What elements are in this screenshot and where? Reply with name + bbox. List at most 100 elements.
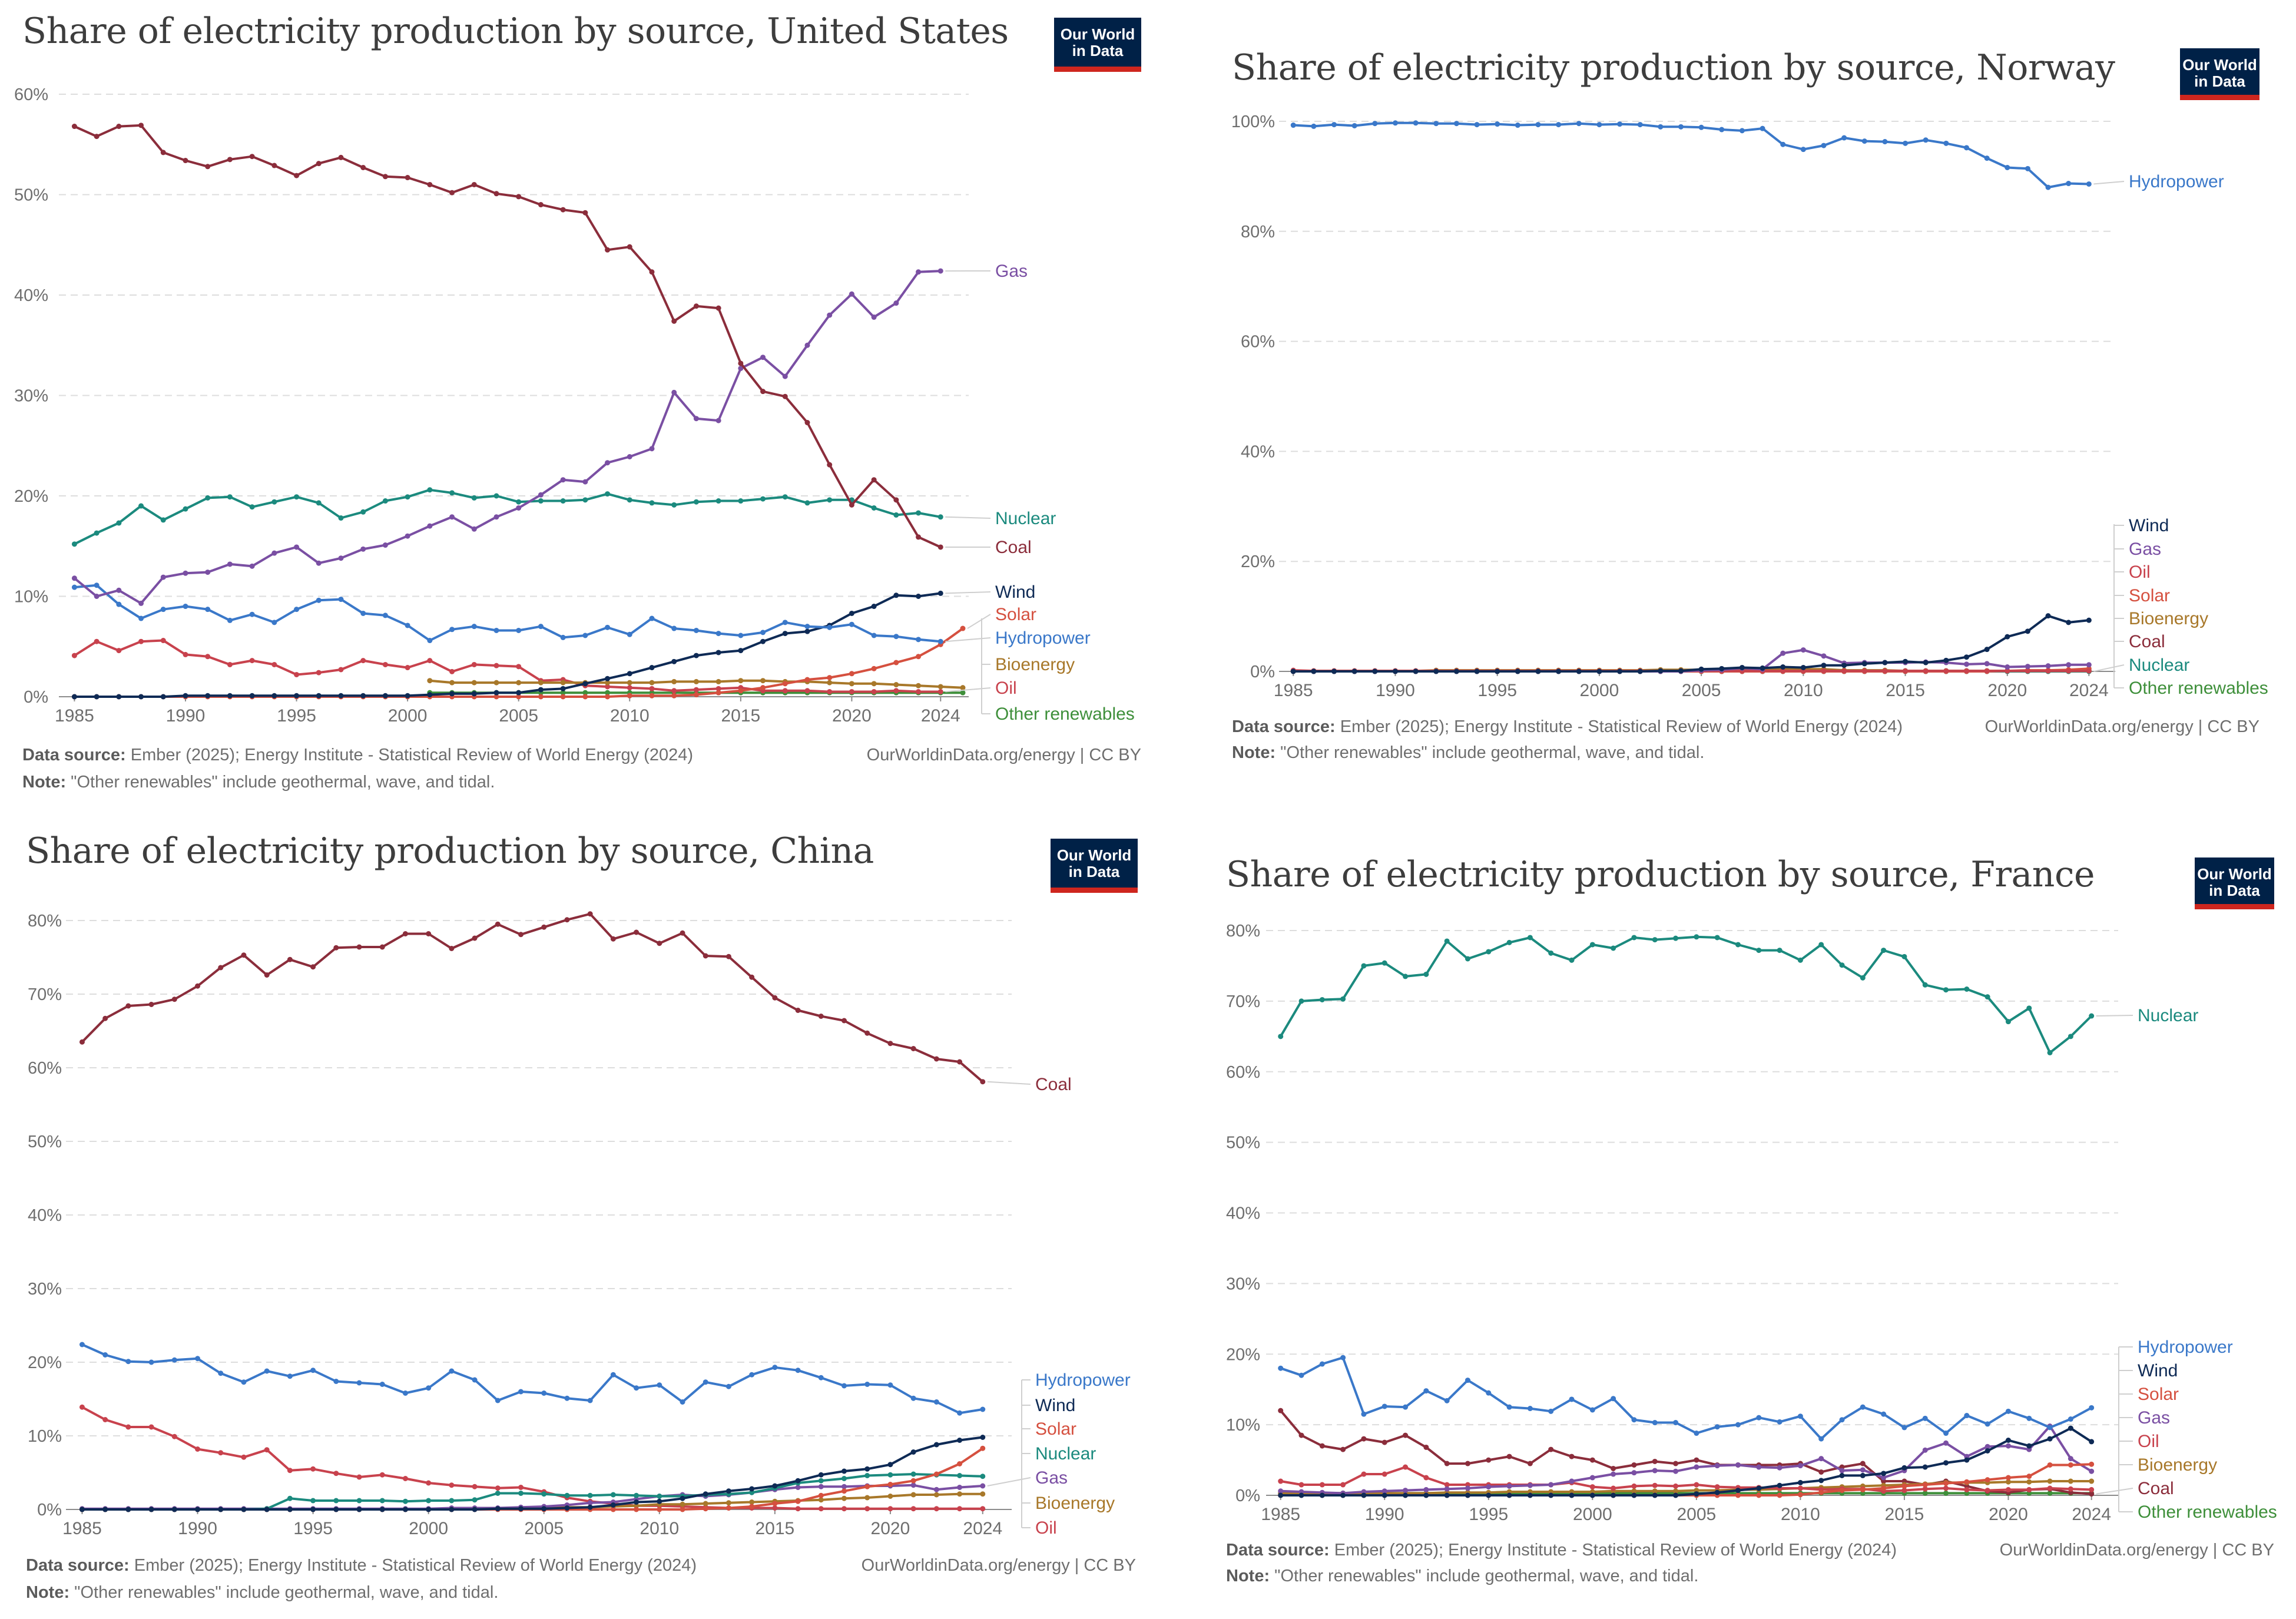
data-point-hydropower — [1423, 1388, 1429, 1394]
data-point-wind — [148, 1507, 154, 1512]
data-point-gas — [841, 1484, 847, 1489]
data-point-gas — [671, 389, 677, 395]
data-point-coal — [649, 269, 655, 275]
data-point-nuclear — [427, 487, 433, 493]
data-point-bioenergy — [2089, 1478, 2095, 1484]
data-point-oil — [1923, 668, 1929, 674]
data-point-hydropower — [795, 1368, 801, 1373]
data-point-hydropower — [2066, 181, 2072, 187]
data-point-oil — [405, 665, 410, 671]
data-point-hydropower — [218, 1370, 224, 1376]
data-point-nuclear — [671, 502, 677, 508]
data-point-wind — [493, 690, 499, 696]
data-point-coal — [310, 964, 316, 970]
data-point-gas — [1569, 1478, 1575, 1484]
data-point-bioenergy — [849, 681, 854, 687]
data-point-wind — [1617, 668, 1623, 674]
data-point-wind — [1340, 1492, 1346, 1498]
data-point-hydropower — [871, 633, 877, 638]
data-point-wind — [1839, 1472, 1845, 1478]
data-point-gas — [1797, 1463, 1803, 1469]
data-point-nuclear — [518, 1491, 524, 1496]
data-point-gas — [1631, 1470, 1637, 1476]
data-point-wind — [1943, 1460, 1949, 1466]
data-point-nuclear — [827, 497, 833, 503]
data-point-hydropower — [1444, 1398, 1450, 1403]
data-point-gas — [1652, 1468, 1658, 1474]
data-point-nuclear — [402, 1498, 408, 1504]
series-label-nuclear: Nuclear — [2138, 1006, 2198, 1025]
y-tick-label: 40% — [14, 286, 48, 305]
data-point-wind — [693, 653, 699, 658]
data-point-wind — [287, 1507, 293, 1512]
data-point-gas — [2005, 1443, 2011, 1449]
data-point-hydropower — [1495, 121, 1500, 127]
series-label-gas: Gas — [2138, 1408, 2170, 1428]
data-point-hydropower — [1698, 124, 1704, 130]
data-point-nuclear — [1901, 953, 1907, 959]
series-label-nuclear: Nuclear — [2129, 655, 2189, 675]
data-point-wind — [205, 693, 211, 698]
data-point-bioenergy — [605, 680, 611, 686]
data-point-nuclear — [2026, 1005, 2032, 1011]
data-point-hydropower — [449, 627, 455, 633]
owid-credit-link[interactable]: OurWorldinData.org/energy | CC BY — [861, 1556, 1136, 1575]
data-point-hydropower — [605, 624, 611, 630]
data-point-bioenergy — [2047, 1478, 2053, 1484]
data-point-coal — [693, 303, 699, 309]
data-point-solar — [772, 1501, 778, 1507]
x-tick-label: 2010 — [1784, 681, 1823, 700]
data-point-hydropower — [148, 1359, 154, 1365]
data-point-gas — [1800, 647, 1806, 653]
data-point-nuclear — [587, 1492, 593, 1498]
data-point-other-renewables — [1943, 1490, 1949, 1496]
data-point-hydropower — [1923, 137, 1929, 143]
logo-line-2: in Data — [1072, 42, 1124, 59]
data-point-hydropower — [916, 637, 922, 643]
y-tick-label: 0% — [24, 688, 48, 707]
data-point-nuclear — [183, 506, 188, 512]
data-point-nuclear — [360, 509, 366, 515]
data-point-coal — [910, 1046, 916, 1051]
data-point-nuclear — [205, 495, 211, 501]
data-point-oil — [772, 1505, 778, 1511]
series-label-solar: Solar — [1035, 1419, 1076, 1439]
data-point-wind — [1453, 668, 1459, 674]
data-point-oil — [287, 1468, 293, 1474]
data-point-oil — [1943, 668, 1949, 674]
data-point-coal — [772, 995, 778, 1001]
data-point-bioenergy — [449, 680, 455, 686]
data-point-wind — [841, 1468, 847, 1474]
data-point-gas — [1673, 1468, 1679, 1474]
data-point-nuclear — [760, 496, 766, 502]
data-point-coal — [148, 1002, 154, 1007]
owid-credit-link[interactable]: OurWorldinData.org/energy | CC BY — [1984, 717, 2259, 736]
data-point-nuclear — [271, 499, 277, 505]
data-point-gas — [382, 542, 388, 548]
data-point-wind — [738, 648, 744, 654]
data-point-hydropower — [864, 1382, 870, 1387]
chart-group-0: 0% 10% 20% 30% 40% 50% 60% 1985 1990 1995 2000 2005… — [14, 85, 1135, 726]
series-line-wind — [1293, 614, 2089, 673]
data-point-hydropower — [271, 620, 277, 625]
data-point-hydropower — [1413, 120, 1419, 126]
label-connector — [2093, 181, 2125, 185]
data-point-solar — [849, 671, 854, 677]
logo-line-2: in Data — [2209, 882, 2260, 899]
x-tick-label: 1995 — [277, 706, 316, 726]
data-point-nuclear — [1714, 935, 1720, 941]
data-point-oil — [148, 1424, 154, 1430]
data-point-wind — [1589, 1492, 1595, 1498]
data-point-oil — [518, 1485, 524, 1490]
label-connector — [945, 591, 991, 594]
owid-credit-link[interactable]: OurWorldinData.org/energy | CC BY — [866, 746, 1141, 764]
data-point-coal — [125, 1003, 131, 1009]
owid-credit-link[interactable]: OurWorldinData.org/energy | CC BY — [1999, 1541, 2274, 1560]
data-point-wind — [916, 594, 922, 599]
data-point-gas — [871, 314, 877, 320]
data-point-hydropower — [627, 631, 632, 637]
data-point-solar — [738, 688, 744, 694]
data-point-bioenergy — [2005, 1479, 2011, 1485]
data-point-wind — [338, 693, 344, 698]
data-point-solar — [657, 1507, 662, 1512]
